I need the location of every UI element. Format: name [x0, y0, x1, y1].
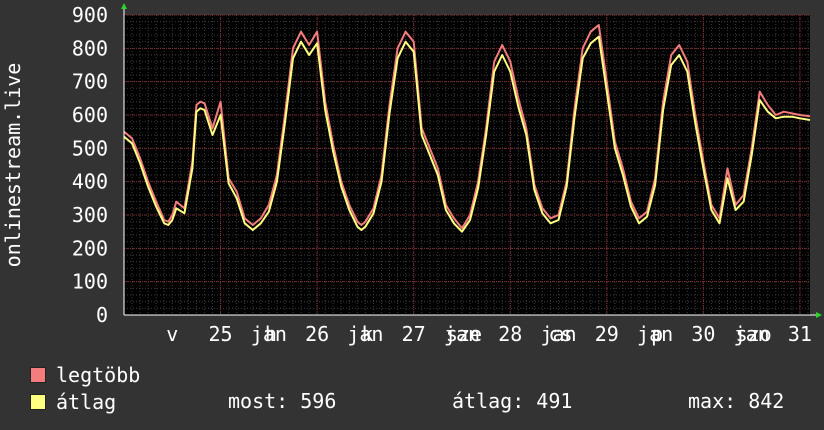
- x-tick-label: szo: [736, 322, 772, 346]
- x-tick-label: sze: [446, 322, 482, 346]
- x-tick-label: jan: [251, 322, 287, 346]
- x-tick-label: 30: [691, 322, 715, 346]
- x-tick-label: h: [265, 322, 277, 346]
- x-tick-label: 29: [595, 322, 619, 346]
- y-tick-label: 500: [72, 136, 108, 160]
- legend-item-avg: átlag: [30, 390, 116, 414]
- x-tick-label: 27: [402, 322, 426, 346]
- legend-label-avg: átlag: [56, 390, 117, 414]
- grid: [124, 14, 810, 315]
- axes: [121, 3, 822, 318]
- series-layer: [123, 24, 811, 233]
- stat-current: most: 596: [228, 389, 337, 413]
- x-tick-label: p: [651, 322, 663, 346]
- x-tick-label: v: [166, 322, 178, 346]
- legend-label-max: legtöbb: [56, 363, 141, 387]
- x-axis-arrow: [816, 312, 822, 318]
- y-tick-label: 0: [96, 303, 108, 327]
- x-tick-label: jan: [540, 322, 576, 346]
- x-tick-label: jan: [637, 322, 673, 346]
- y-tick-label: 200: [72, 236, 108, 260]
- x-tick-label: 28: [498, 322, 522, 346]
- x-tick-label: 31: [788, 322, 812, 346]
- x-tick-label: jan: [347, 322, 383, 346]
- y-tick-label: 100: [72, 270, 108, 294]
- y-tick-label: 700: [72, 70, 108, 94]
- y-tick-label: 300: [72, 203, 108, 227]
- stat-maximum: max: 842: [688, 389, 785, 413]
- x-tick-label: k: [361, 322, 373, 346]
- y-tick-label: 800: [72, 36, 108, 60]
- legend-item-max: legtöbb: [30, 363, 140, 387]
- y-axis-label: onlinestream.live: [1, 63, 25, 268]
- series-max-line: [123, 24, 811, 230]
- x-tick-label: cs: [548, 322, 572, 346]
- x-tick-label: jan: [444, 322, 480, 346]
- y-axis-arrow: [121, 3, 127, 9]
- legend-swatch-avg: [30, 394, 46, 410]
- x-tick-label: 26: [305, 322, 329, 346]
- y-tick-label: 400: [72, 170, 108, 194]
- stat-average: átlag: 491: [452, 389, 573, 413]
- y-tick-label: 600: [72, 103, 108, 127]
- series-avg-line: [123, 35, 811, 233]
- x-tick-label: jan: [734, 322, 770, 346]
- x-tick-label: 25: [209, 322, 233, 346]
- legend-swatch-max: [30, 367, 46, 383]
- y-tick-label: 900: [72, 3, 108, 27]
